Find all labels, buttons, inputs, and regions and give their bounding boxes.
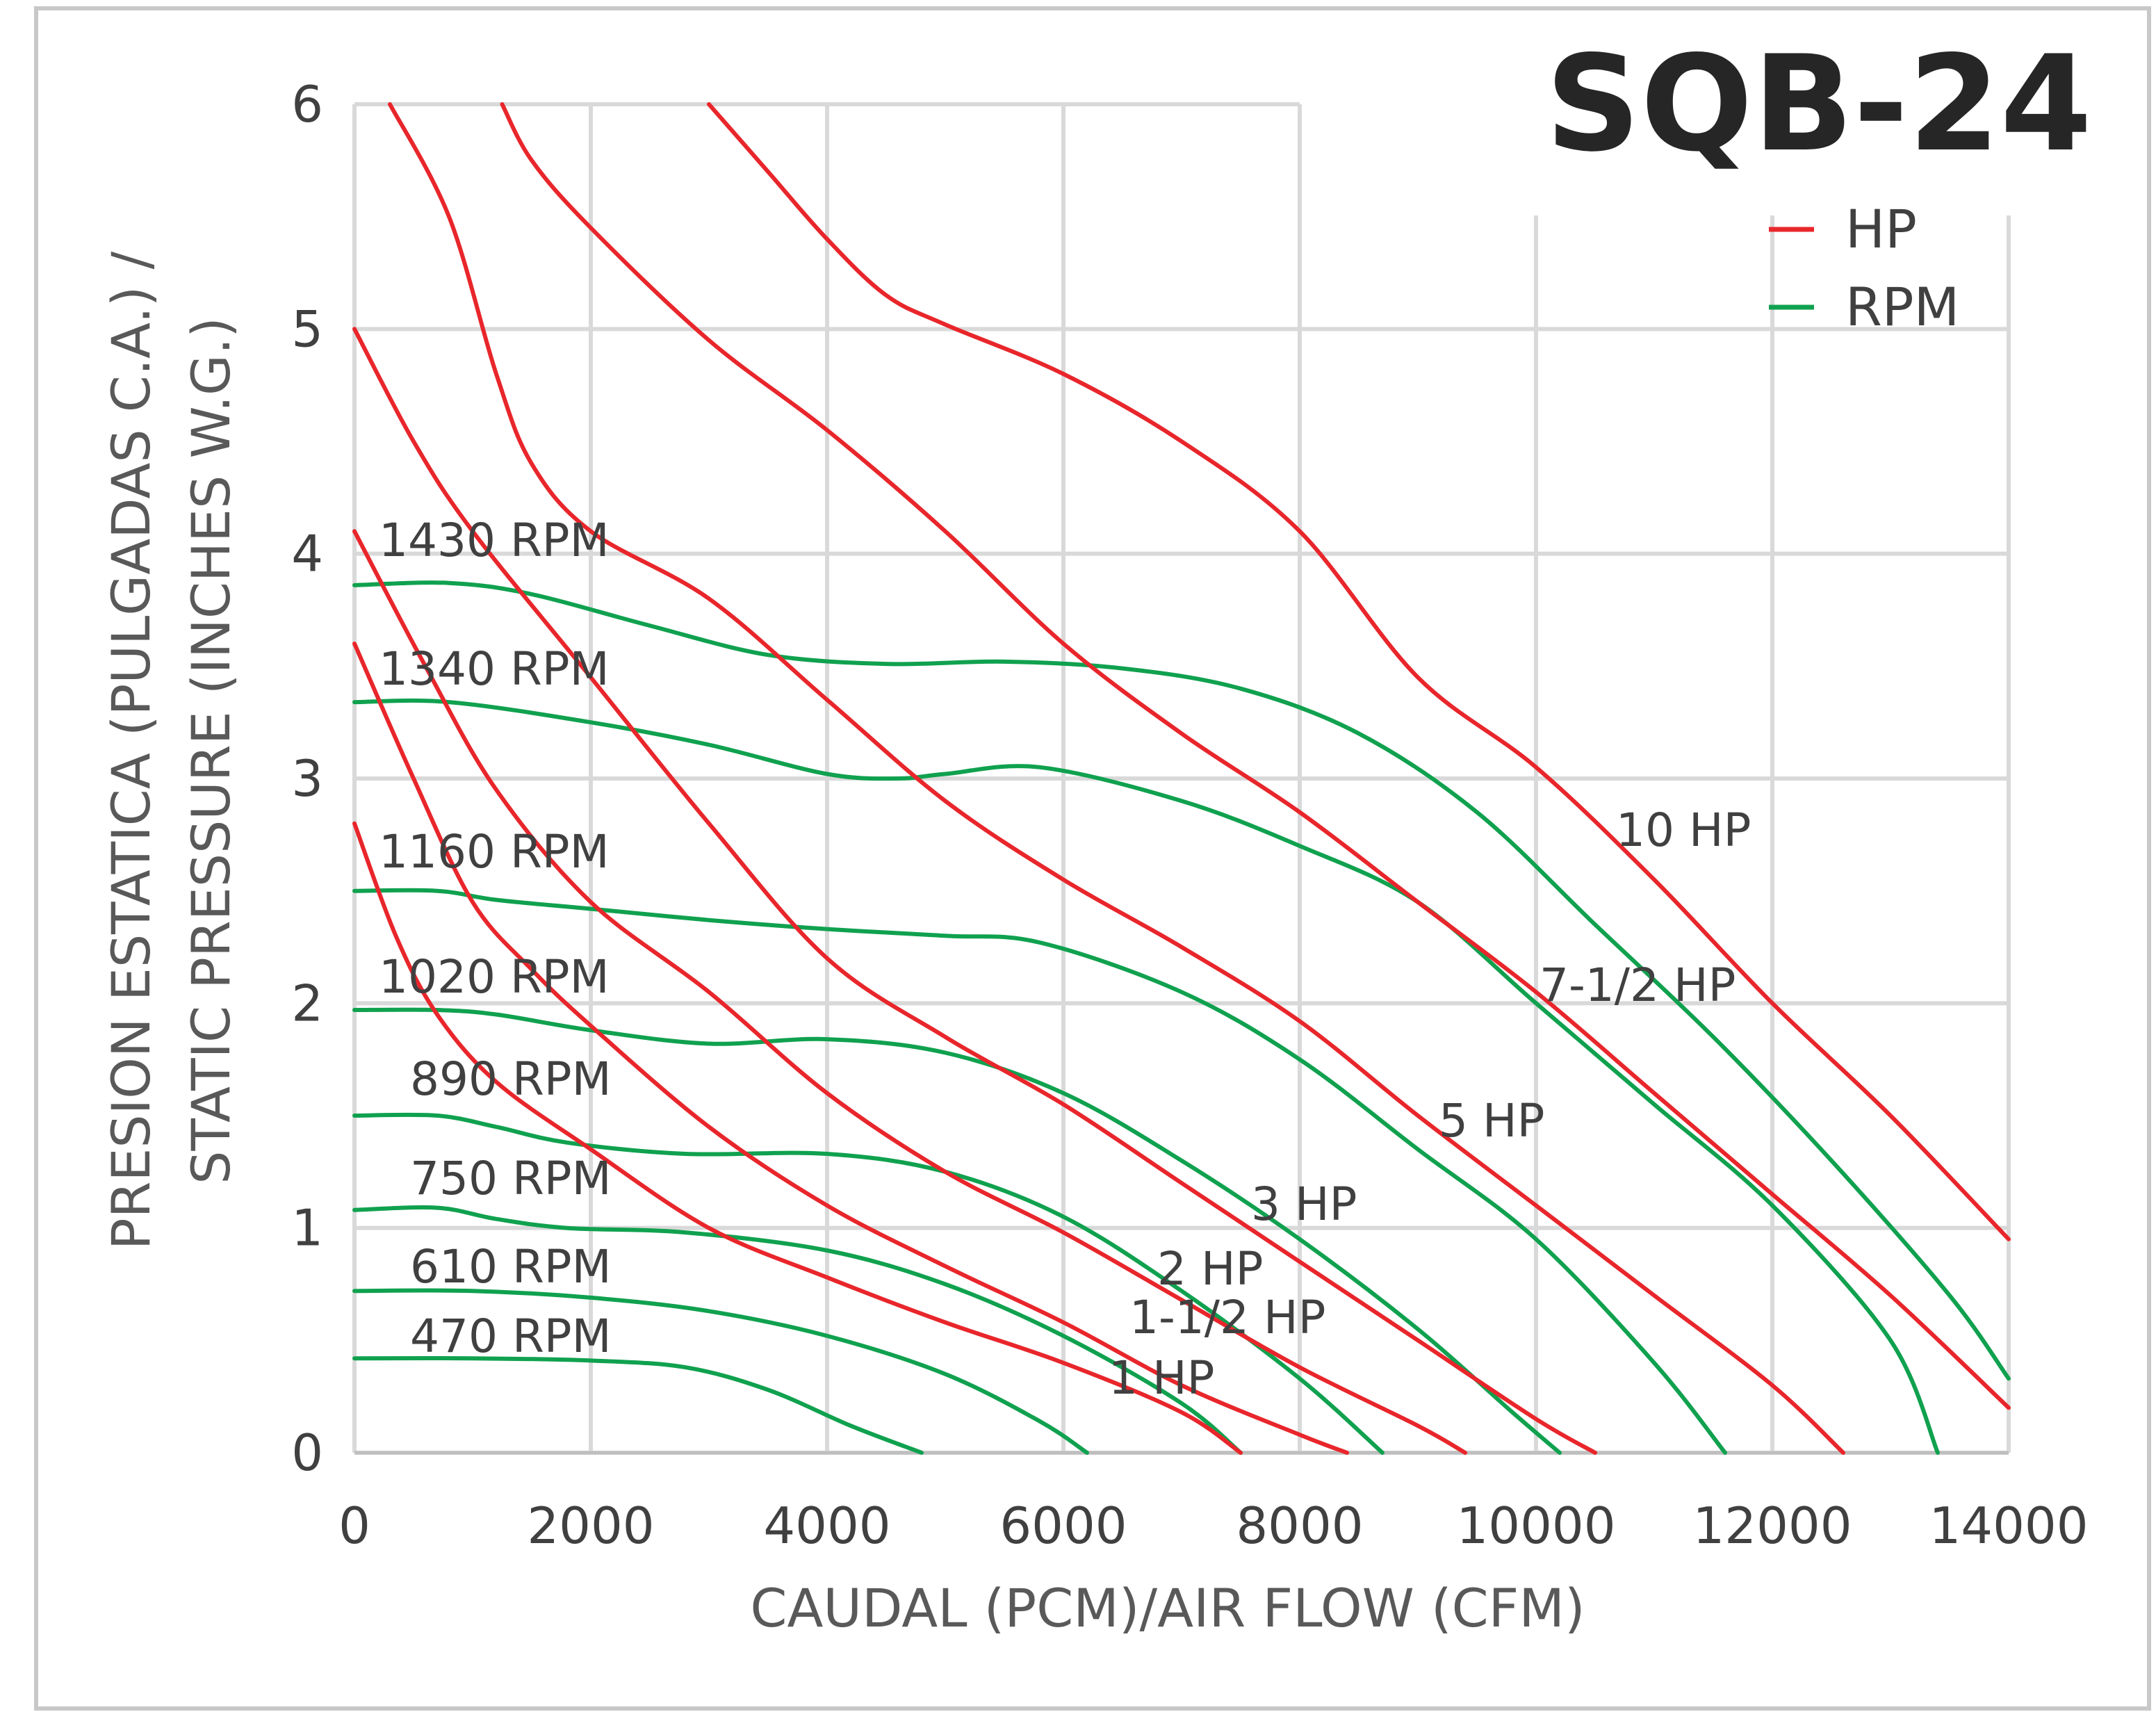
hp-curve-label: 7-1/2 HP	[1540, 959, 1736, 1012]
x-tick-label: 10000	[1456, 1497, 1615, 1555]
x-axis-title: CAUDAL (PCM)/AIR FLOW (CFM)	[750, 1577, 1585, 1639]
y-tick-label: 2	[291, 974, 323, 1032]
hp-curve-3-hp	[352, 327, 1597, 1455]
hp-curve-1-1-2-hp	[352, 642, 1349, 1455]
chart-frame	[34, 6, 2151, 1711]
rpm-curve-1160-rpm	[352, 888, 1727, 1455]
x-tick-label: 0	[338, 1497, 370, 1555]
hp-curve-7-1-2-hp	[500, 102, 2011, 1410]
hp-curve-label: 1 HP	[1109, 1351, 1214, 1405]
legend-rpm-label: RPM	[1845, 276, 1959, 338]
y-tick-label: 3	[291, 749, 323, 808]
rpm-curve-label: 890 RPM	[410, 1052, 612, 1106]
chart-title: SQB-24	[1546, 27, 2092, 181]
y-tick-label: 6	[291, 75, 323, 133]
hp-curve-1-hp	[352, 821, 1243, 1455]
hp-curve-2-hp	[352, 529, 1467, 1455]
x-tick-label: 4000	[763, 1497, 890, 1555]
hp-curve-label: 1-1/2 HP	[1129, 1291, 1325, 1344]
legend-hp-label: HP	[1845, 198, 1917, 260]
hp-curve-label: 2 HP	[1157, 1242, 1263, 1296]
curve-labels: 470 RPM 610 RPM 750 RPM 890 RPM 1020 RPM 1160…	[379, 514, 1751, 1405]
rpm-curve-1430-rpm	[352, 580, 2011, 1381]
y-tick-label: 1	[291, 1199, 323, 1257]
x-tick-label: 6000	[999, 1497, 1127, 1555]
rpm-curve-label: 1340 RPM	[379, 642, 610, 696]
y-tick-label: 5	[291, 300, 323, 358]
x-tick-label: 14000	[1929, 1497, 2088, 1555]
rpm-curve-610-rpm	[352, 1288, 1089, 1455]
y-axis-title-line-2: STATIC PRESSURE (INCHES W.G.)	[180, 317, 242, 1184]
rpm-curve-890-rpm	[352, 1112, 1385, 1455]
hp-curve-label: 5 HP	[1439, 1094, 1544, 1148]
rpm-curve-1020-rpm	[352, 1007, 1562, 1455]
x-tick-label: 12000	[1692, 1497, 1852, 1555]
series-layer	[352, 102, 2011, 1455]
y-axis-title-line-1: PRESION ESTATICA (PULGADAS C.A.) /	[100, 251, 162, 1250]
rpm-curve-label: 1160 RPM	[379, 825, 610, 879]
x-tick-label: 2000	[527, 1497, 654, 1555]
rpm-curve-label: 470 RPM	[410, 1310, 612, 1363]
rpm-curve-470-rpm	[352, 1355, 924, 1455]
y-tick-label: 0	[291, 1424, 323, 1482]
hp-curve-5-hp	[388, 102, 1845, 1455]
y-tick-label: 4	[291, 525, 323, 583]
rpm-curve-label: 1020 RPM	[379, 950, 610, 1004]
rpm-curve-1340-rpm	[352, 698, 1940, 1455]
hp-curve-10-hp	[707, 102, 2011, 1241]
legend: HP RPM	[1769, 198, 1959, 338]
axes: 0 2000 4000 6000 8000 10000 12000 14000 0 1 2 3 4 5 6	[291, 75, 2088, 1555]
rpm-curve-label: 1430 RPM	[379, 514, 610, 567]
hp-curve-label: 10 HP	[1616, 804, 1751, 857]
x-tick-label: 8000	[1236, 1497, 1363, 1555]
rpm-curve-label: 750 RPM	[410, 1152, 612, 1205]
rpm-curve-750-rpm	[352, 1205, 1243, 1455]
hp-curve-label: 3 HP	[1251, 1177, 1357, 1231]
rpm-curve-label: 610 RPM	[410, 1240, 612, 1294]
